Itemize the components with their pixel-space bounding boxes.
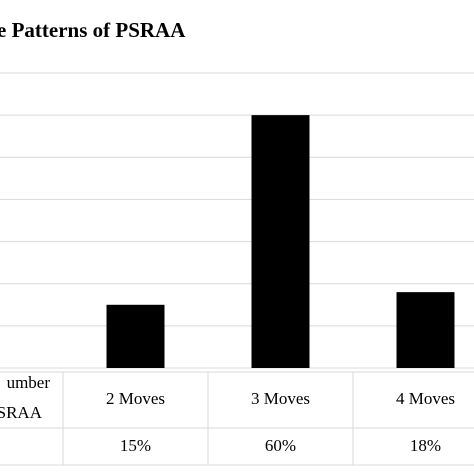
x-tick-label: 4 Moves <box>396 389 455 408</box>
x-tick-label: 2 Moves <box>106 389 165 408</box>
chart-title: e Patterns of PSRAA <box>0 18 186 42</box>
row-label: umber <box>7 373 51 392</box>
value-label: 15% <box>120 436 151 455</box>
bar <box>396 292 455 368</box>
bar <box>106 304 165 368</box>
value-label: 60% <box>265 436 296 455</box>
bar <box>251 115 310 369</box>
value-label: 18% <box>410 436 441 455</box>
row-label: SRAA <box>0 403 43 422</box>
x-tick-label: 3 Moves <box>251 389 310 408</box>
